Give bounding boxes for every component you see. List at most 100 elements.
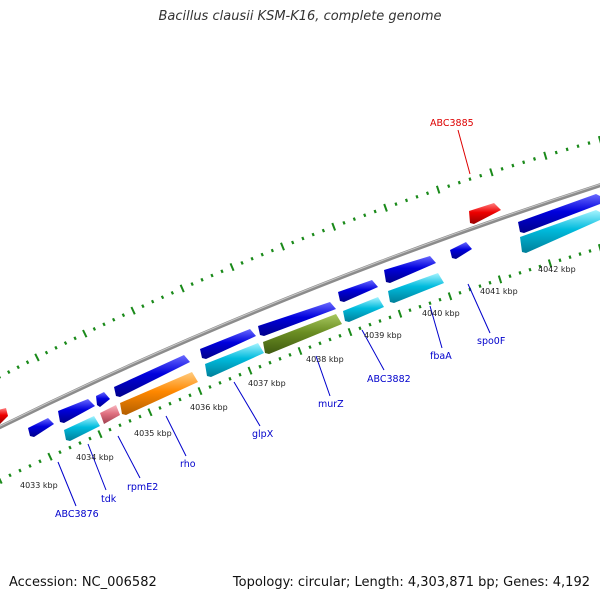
minor-tick	[565, 147, 569, 152]
gene-arrow[interactable]	[200, 329, 256, 359]
minor-tick	[528, 267, 532, 272]
minor-tick	[78, 441, 82, 445]
minor-tick	[44, 350, 49, 355]
gene-label[interactable]: rpmE2	[127, 482, 158, 493]
gene-arrow[interactable]	[96, 392, 110, 407]
tick-label: 4040 kbp	[422, 309, 460, 318]
minor-tick	[228, 376, 232, 381]
minor-tick	[518, 271, 522, 275]
minor-tick	[458, 290, 462, 295]
gene-arrow[interactable]	[343, 297, 384, 322]
minor-tick	[568, 255, 572, 260]
minor-tick	[138, 414, 142, 419]
minor-tick	[532, 157, 537, 161]
major-tick	[179, 284, 185, 293]
major-tick	[435, 185, 441, 194]
minor-tick	[522, 160, 526, 165]
gene-leader-line	[429, 305, 443, 349]
minor-tick	[338, 333, 342, 338]
minor-tick	[308, 345, 312, 350]
minor-tick	[270, 248, 274, 253]
gene-arrow[interactable]	[520, 210, 600, 253]
major-tick	[489, 168, 494, 177]
gene-leader-line	[57, 461, 77, 507]
minor-tick	[373, 209, 377, 214]
minor-tick	[418, 304, 422, 309]
minor-tick	[378, 319, 382, 323]
minor-tick	[554, 150, 558, 155]
genome-backbone-highlight	[0, 183, 600, 427]
gene-label[interactable]: ABC3882	[367, 374, 411, 385]
minor-tick	[208, 385, 212, 389]
gene-label[interactable]: tdk	[101, 494, 117, 505]
minor-tick	[58, 450, 62, 455]
minor-tick	[478, 284, 482, 288]
gene-label[interactable]: glpX	[252, 429, 274, 440]
minor-tick	[321, 228, 326, 233]
minor-tick	[457, 180, 461, 185]
minor-tick	[538, 264, 542, 269]
gene-arrow[interactable]	[100, 405, 120, 424]
gene-label[interactable]: rho	[180, 459, 196, 470]
major-tick	[331, 222, 337, 231]
tick-label: 4035 kbp	[134, 429, 172, 438]
gene-label[interactable]: murZ	[318, 399, 344, 410]
minor-tick	[160, 295, 165, 300]
gene-arrow[interactable]	[205, 343, 264, 377]
major-tick	[97, 430, 103, 439]
topology-label: Topology: circular; Length: 4,303,871 bp…	[232, 575, 590, 590]
minor-tick	[18, 468, 22, 473]
gene-arrow[interactable]	[469, 203, 501, 224]
minor-tick	[328, 337, 332, 342]
gene-leader-line	[117, 435, 141, 479]
gene-leader-line	[467, 283, 491, 334]
minor-tick	[25, 360, 30, 365]
gene-arrow[interactable]	[388, 273, 444, 303]
gene-arrow[interactable]	[258, 302, 336, 336]
gene-arrow[interactable]	[518, 194, 600, 233]
minor-tick	[54, 345, 58, 350]
gene-arrow[interactable]	[120, 372, 198, 415]
minor-tick	[240, 260, 244, 265]
major-tick	[34, 353, 40, 362]
minor-tick	[587, 141, 591, 145]
minor-tick	[210, 273, 214, 278]
gene-arrow[interactable]	[28, 418, 54, 437]
gene-label[interactable]: fbaA	[430, 351, 452, 362]
minor-tick	[220, 269, 224, 274]
minor-tick	[16, 365, 20, 370]
minor-tick	[358, 326, 362, 331]
gene-arrow[interactable]	[64, 416, 100, 441]
gene-arrow[interactable]	[338, 280, 378, 302]
gene-arrow[interactable]	[384, 256, 436, 283]
minor-tick	[500, 167, 504, 171]
minor-tick	[190, 282, 194, 287]
gene-label[interactable]: ABC3876	[55, 509, 99, 520]
minor-tick	[238, 372, 242, 377]
minor-tick	[128, 418, 132, 423]
minor-tick	[588, 249, 592, 253]
minor-tick	[188, 393, 192, 398]
minor-tick	[415, 194, 419, 199]
gene-arrow[interactable]	[263, 314, 342, 354]
minor-tick	[488, 280, 492, 285]
gene-label[interactable]: ABC3885	[430, 118, 474, 129]
gene-label-leaders	[57, 129, 491, 507]
tick-label: 4034 kbp	[76, 453, 114, 462]
minor-tick	[311, 232, 315, 237]
gene-arrow[interactable]	[0, 408, 8, 424]
minor-tick	[363, 213, 367, 218]
inner-tick-ruler	[0, 243, 600, 485]
minor-tick	[342, 220, 346, 225]
gene-label[interactable]: spo0F	[477, 336, 505, 347]
major-tick	[347, 327, 353, 337]
gene-arrow[interactable]	[114, 355, 190, 397]
minor-tick	[301, 236, 305, 241]
outer-tick-ruler	[0, 135, 600, 379]
gene-arrow[interactable]	[450, 242, 472, 259]
gene-leader-line	[457, 129, 471, 175]
gene-arrow[interactable]	[58, 399, 95, 423]
minor-tick	[511, 163, 515, 168]
